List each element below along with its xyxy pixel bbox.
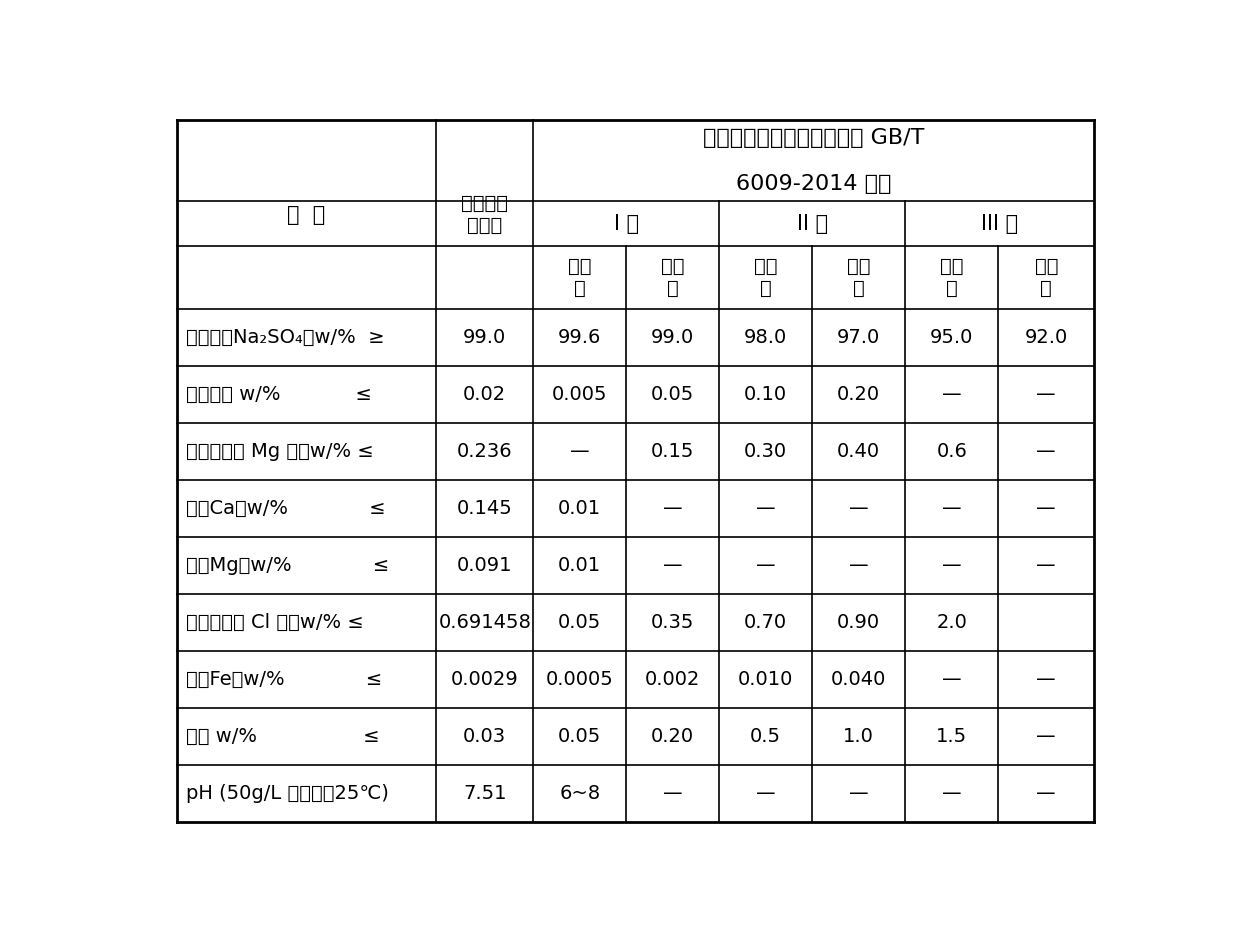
Text: —: — bbox=[663, 556, 682, 575]
Text: 优等
品: 优等 品 bbox=[568, 257, 591, 298]
Text: III 类: III 类 bbox=[981, 214, 1018, 233]
Text: 0.01: 0.01 bbox=[558, 556, 601, 575]
Text: —: — bbox=[1037, 442, 1056, 461]
Text: 0.01: 0.01 bbox=[558, 499, 601, 518]
Text: 1.0: 1.0 bbox=[843, 727, 874, 745]
Text: 氯化物（以 Cl 计）w/% ≤: 氯化物（以 Cl 计）w/% ≤ bbox=[186, 613, 363, 632]
Text: 0.040: 0.040 bbox=[831, 669, 887, 689]
Text: 99.6: 99.6 bbox=[558, 328, 601, 347]
Text: 0.30: 0.30 bbox=[744, 442, 787, 461]
Text: —: — bbox=[849, 499, 868, 518]
Text: I 类: I 类 bbox=[614, 214, 639, 233]
Text: 0.236: 0.236 bbox=[458, 442, 512, 461]
Text: 钙和镁（以 Mg 计）w/% ≤: 钙和镁（以 Mg 计）w/% ≤ bbox=[186, 442, 373, 461]
Text: 0.10: 0.10 bbox=[744, 385, 787, 404]
Text: 0.03: 0.03 bbox=[464, 727, 506, 745]
Text: 硫酸钠（Na₂SO₄）w/%  ≥: 硫酸钠（Na₂SO₄）w/% ≥ bbox=[186, 328, 384, 347]
Text: 0.5: 0.5 bbox=[750, 727, 781, 745]
Text: 合格
品: 合格 品 bbox=[1034, 257, 1058, 298]
Text: 99.0: 99.0 bbox=[651, 328, 694, 347]
Text: —: — bbox=[942, 385, 961, 404]
Text: 0.691458: 0.691458 bbox=[438, 613, 531, 632]
Text: 0.002: 0.002 bbox=[645, 669, 701, 689]
Text: 0.35: 0.35 bbox=[651, 613, 694, 632]
Text: —: — bbox=[663, 783, 682, 803]
Text: 一等
品: 一等 品 bbox=[754, 257, 777, 298]
Text: —: — bbox=[849, 556, 868, 575]
Text: 0.02: 0.02 bbox=[464, 385, 506, 404]
Text: —: — bbox=[570, 442, 589, 461]
Text: 项  目: 项 目 bbox=[288, 205, 326, 225]
Text: 合格
品: 合格 品 bbox=[847, 257, 870, 298]
Text: 0.05: 0.05 bbox=[558, 613, 601, 632]
Text: —: — bbox=[942, 783, 961, 803]
Text: —: — bbox=[1037, 669, 1056, 689]
Text: —: — bbox=[942, 556, 961, 575]
Text: 1.5: 1.5 bbox=[936, 727, 967, 745]
Text: 0.05: 0.05 bbox=[651, 385, 694, 404]
Text: 0.40: 0.40 bbox=[837, 442, 880, 461]
Text: II 类: II 类 bbox=[796, 214, 828, 233]
Text: 钙（Ca）w/%             ≤: 钙（Ca）w/% ≤ bbox=[186, 499, 386, 518]
Text: —: — bbox=[756, 499, 775, 518]
Text: —: — bbox=[1037, 385, 1056, 404]
Text: 95.0: 95.0 bbox=[930, 328, 973, 347]
Text: 工业级无水硫酸钠国家标准 GB/T

6009-2014 指标: 工业级无水硫酸钠国家标准 GB/T 6009-2014 指标 bbox=[703, 128, 925, 194]
Text: 0.20: 0.20 bbox=[837, 385, 880, 404]
Text: —: — bbox=[756, 783, 775, 803]
Text: 97.0: 97.0 bbox=[837, 328, 880, 347]
Text: 6~8: 6~8 bbox=[559, 783, 600, 803]
Text: —: — bbox=[663, 499, 682, 518]
Text: 7.51: 7.51 bbox=[463, 783, 506, 803]
Text: —: — bbox=[756, 556, 775, 575]
Text: 92.0: 92.0 bbox=[1024, 328, 1068, 347]
Text: 无水硫酸
钠产品: 无水硫酸 钠产品 bbox=[461, 194, 508, 235]
Text: 0.70: 0.70 bbox=[744, 613, 787, 632]
Text: 99.0: 99.0 bbox=[463, 328, 506, 347]
Text: —: — bbox=[1037, 556, 1056, 575]
Text: 镁（Mg）w/%             ≤: 镁（Mg）w/% ≤ bbox=[186, 556, 389, 575]
Text: 水不溶物 w/%            ≤: 水不溶物 w/% ≤ bbox=[186, 385, 372, 404]
Text: 0.005: 0.005 bbox=[552, 385, 608, 404]
Text: 0.145: 0.145 bbox=[456, 499, 512, 518]
Text: 2.0: 2.0 bbox=[936, 613, 967, 632]
Text: 一等
品: 一等 品 bbox=[940, 257, 963, 298]
Text: —: — bbox=[849, 783, 868, 803]
Text: 0.05: 0.05 bbox=[558, 727, 601, 745]
Text: 0.0029: 0.0029 bbox=[451, 669, 518, 689]
Text: —: — bbox=[942, 499, 961, 518]
Text: —: — bbox=[1037, 727, 1056, 745]
Text: 0.010: 0.010 bbox=[738, 669, 794, 689]
Text: 0.90: 0.90 bbox=[837, 613, 880, 632]
Text: 0.6: 0.6 bbox=[936, 442, 967, 461]
Text: 水分 w/%                 ≤: 水分 w/% ≤ bbox=[186, 727, 379, 745]
Text: 0.0005: 0.0005 bbox=[546, 669, 614, 689]
Text: —: — bbox=[1037, 783, 1056, 803]
Text: 0.091: 0.091 bbox=[458, 556, 512, 575]
Text: 0.20: 0.20 bbox=[651, 727, 694, 745]
Text: 一等
品: 一等 品 bbox=[661, 257, 684, 298]
Text: 98.0: 98.0 bbox=[744, 328, 787, 347]
Text: —: — bbox=[1037, 499, 1056, 518]
Text: 0.15: 0.15 bbox=[651, 442, 694, 461]
Text: pH (50g/L 水溶液，25℃): pH (50g/L 水溶液，25℃) bbox=[186, 783, 389, 803]
Text: 铁（Fe）w/%             ≤: 铁（Fe）w/% ≤ bbox=[186, 669, 382, 689]
Text: —: — bbox=[942, 669, 961, 689]
